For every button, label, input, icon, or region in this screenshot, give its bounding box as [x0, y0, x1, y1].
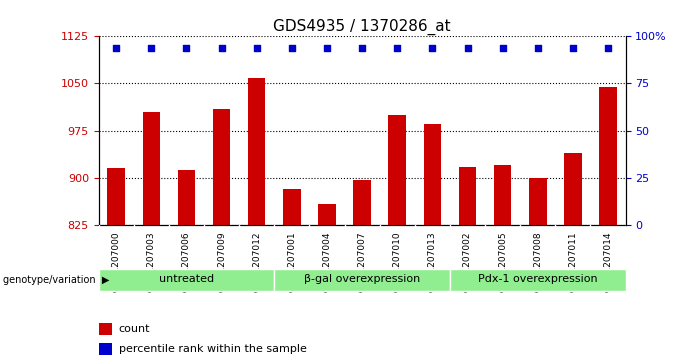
Text: percentile rank within the sample: percentile rank within the sample: [119, 344, 307, 354]
Bar: [388, 115, 406, 225]
Text: GSM1207011: GSM1207011: [568, 231, 577, 292]
Text: GSM1207001: GSM1207001: [288, 231, 296, 292]
Text: GSM1207014: GSM1207014: [604, 231, 613, 292]
Text: β-gal overexpression: β-gal overexpression: [304, 274, 420, 284]
Point: [392, 45, 403, 50]
Point: [462, 45, 473, 50]
Text: GSM1207005: GSM1207005: [498, 231, 507, 292]
Text: GSM1207004: GSM1207004: [322, 231, 331, 292]
Bar: [213, 109, 231, 225]
Text: genotype/variation  ▶: genotype/variation ▶: [3, 275, 109, 285]
Text: GSM1207007: GSM1207007: [358, 231, 367, 292]
Text: GSM1207006: GSM1207006: [182, 231, 191, 292]
Text: GSM1207009: GSM1207009: [217, 231, 226, 292]
Text: Pdx-1 overexpression: Pdx-1 overexpression: [478, 274, 598, 284]
Bar: [494, 165, 511, 225]
Point: [111, 45, 122, 50]
Bar: [99, 323, 112, 335]
Bar: [564, 153, 581, 225]
Text: GSM1207003: GSM1207003: [147, 231, 156, 292]
Point: [252, 45, 262, 50]
Point: [286, 45, 297, 50]
Bar: [529, 178, 547, 225]
Bar: [354, 180, 371, 225]
Bar: [599, 87, 617, 225]
Bar: [283, 189, 301, 225]
Text: GSM1207008: GSM1207008: [533, 231, 542, 292]
FancyBboxPatch shape: [450, 269, 626, 291]
Bar: [143, 112, 160, 225]
Bar: [107, 168, 125, 225]
Bar: [177, 170, 195, 225]
Point: [356, 45, 367, 50]
FancyBboxPatch shape: [99, 269, 274, 291]
Point: [322, 45, 333, 50]
FancyBboxPatch shape: [274, 269, 450, 291]
Point: [216, 45, 227, 50]
Point: [146, 45, 156, 50]
Point: [497, 45, 508, 50]
Title: GDS4935 / 1370286_at: GDS4935 / 1370286_at: [273, 19, 451, 35]
Text: GSM1207010: GSM1207010: [393, 231, 402, 292]
Bar: [248, 78, 265, 225]
Bar: [459, 167, 476, 225]
Point: [602, 45, 613, 50]
Text: GSM1207012: GSM1207012: [252, 231, 261, 292]
Text: GSM1207002: GSM1207002: [463, 231, 472, 292]
Text: GSM1207000: GSM1207000: [112, 231, 120, 292]
Point: [181, 45, 192, 50]
Text: untreated: untreated: [159, 274, 214, 284]
Point: [532, 45, 543, 50]
Point: [567, 45, 578, 50]
Bar: [318, 204, 336, 225]
Bar: [424, 125, 441, 225]
Bar: [99, 343, 112, 355]
Text: count: count: [119, 324, 150, 334]
Point: [427, 45, 438, 50]
Text: GSM1207013: GSM1207013: [428, 231, 437, 292]
